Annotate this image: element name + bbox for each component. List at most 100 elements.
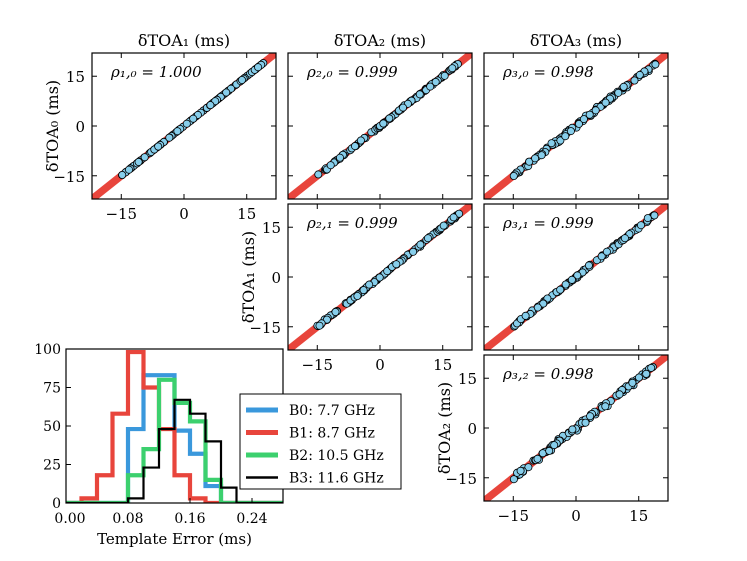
scatter-point	[134, 157, 143, 166]
scatter-point	[620, 234, 629, 243]
y-tick-label: −15	[445, 470, 477, 488]
scatter-point	[531, 154, 540, 163]
x-tick-label: −15	[497, 507, 529, 525]
scatter-panel-p32: ρ₃,₂ = 0.998 −15 0 15 −15 0 15	[445, 354, 669, 525]
scatter-point	[561, 280, 570, 289]
row-title: δTOA₂ (ms)	[435, 382, 454, 474]
correlation-annotation: ρ₂,₁ = 0.999	[306, 214, 398, 232]
histogram-step-series	[66, 377, 283, 503]
scatter-point	[314, 170, 323, 179]
correlation-annotation: ρ₃,₂ = 0.998	[502, 365, 594, 383]
scatter-point	[614, 88, 623, 97]
scatter-panel-p21: ρ₂,₁ = 0.999 −15 0 15 −15 0 15	[249, 203, 473, 374]
scatter-point	[398, 103, 407, 112]
y-tick-label: 75	[43, 381, 61, 397]
scatter-point	[615, 390, 624, 399]
y-tick-label: 50	[43, 419, 61, 435]
template-error-histogram: 0.00 0.08 0.16 0.24 0 25 50 75 100 Template Error…	[34, 342, 284, 548]
scatter-point	[537, 151, 546, 160]
scatter-point	[573, 271, 582, 280]
scatter-point	[628, 378, 637, 387]
column-title: δTOA₃ (ms)	[530, 31, 622, 50]
scatter-point	[642, 369, 651, 378]
scatter-point	[189, 114, 198, 123]
legend-label: B0: 7.7 GHz	[289, 403, 375, 419]
scatter-point	[575, 119, 584, 128]
scatter-point	[533, 303, 542, 312]
legend-label: B1: 8.7 GHz	[289, 426, 375, 442]
legend-label: B3: 11.6 GHz	[289, 471, 384, 487]
scatter-point	[140, 153, 149, 162]
x-tick-label: 15	[433, 356, 452, 374]
scatter-point	[556, 285, 565, 294]
scatter-point	[586, 412, 595, 421]
scatter-point	[635, 373, 644, 382]
scatter-point	[254, 63, 263, 72]
scatter-point	[533, 454, 542, 463]
y-tick-label: 100	[34, 342, 61, 358]
correlation-annotation: ρ₃,₀ = 0.998	[502, 63, 594, 81]
scatter-point	[581, 418, 590, 427]
scatter-point	[448, 64, 457, 73]
scatter-point	[326, 161, 335, 170]
scatter-point	[439, 221, 448, 230]
scatter-point	[165, 133, 174, 142]
scatter-panels: ρ₁,₀ = 1.000 −15 0 15 −15 0 15 ρ₂,₀ = 0.999 ρ₃,₀…	[53, 52, 669, 525]
x-tick-label: 0.00	[54, 511, 85, 527]
scatter-point	[643, 214, 652, 223]
scatter-point	[392, 260, 401, 269]
scatter-point	[173, 127, 182, 136]
histogram-legend: B0: 7.7 GHz B1: 8.7 GHz B2: 10.5 GHz B3: 11…	[239, 393, 402, 490]
scatter-point	[516, 466, 525, 475]
scatter-point	[222, 88, 231, 97]
scatter-point	[125, 165, 134, 174]
y-tick-label: −15	[249, 319, 281, 337]
panel-plot-area	[288, 53, 472, 199]
scatter-point	[315, 321, 324, 330]
scatter-point	[375, 273, 384, 282]
scatter-point	[350, 142, 359, 151]
scatter-point	[206, 101, 215, 110]
scatter-point	[509, 475, 518, 484]
scatter-point	[650, 211, 659, 220]
scatter-point	[579, 115, 588, 124]
scatter-point	[630, 76, 639, 85]
scatter-point	[525, 157, 534, 166]
row-title: δTOA₁ (ms)	[239, 231, 258, 323]
scatter-point	[359, 286, 368, 295]
panel-plot-area	[288, 204, 472, 350]
y-tick-label: 15	[262, 219, 281, 237]
correlation-annotation: ρ₃,₁ = 0.999	[502, 214, 594, 232]
scatter-point	[637, 221, 646, 230]
x-tick-label: 0	[179, 205, 189, 223]
scatter-point	[237, 76, 246, 85]
scatter-point	[426, 82, 435, 91]
scatter-point	[601, 402, 610, 411]
scatter-point	[524, 463, 533, 472]
x-tick-label: −15	[105, 205, 137, 223]
panel-plot-area	[92, 53, 276, 199]
scatter-point	[567, 275, 576, 284]
panel-plot-area	[484, 204, 668, 350]
axis-labels: δTOA₁ (ms) δTOA₂ (ms) δTOA₃ (ms) δTOA₀ (ms)…	[43, 31, 622, 474]
panel-plot-area	[484, 355, 668, 501]
x-tick-label: 0	[375, 356, 385, 374]
scatter-point	[539, 299, 548, 308]
scatter-panel-p10: ρ₁,₀ = 1.000 −15 0 15 −15 0 15	[53, 52, 277, 223]
scatter-point	[584, 261, 593, 270]
x-tick-label: 0.08	[112, 511, 143, 527]
x-tick-label: −15	[301, 356, 333, 374]
y-tick-label: 0	[467, 420, 477, 438]
y-tick-label: 0	[271, 269, 281, 287]
y-tick-label: 15	[66, 68, 85, 86]
scatter-point	[547, 139, 556, 148]
legend-label: B2: 10.5 GHz	[289, 448, 384, 464]
scatter-point	[651, 60, 660, 69]
column-title: δTOA₁ (ms)	[138, 31, 230, 50]
x-tick-label: 0	[571, 507, 581, 525]
y-tick-label: 0	[75, 118, 85, 136]
scatter-point	[455, 209, 464, 218]
scatter-point	[335, 153, 344, 162]
scatter-point	[353, 291, 362, 300]
